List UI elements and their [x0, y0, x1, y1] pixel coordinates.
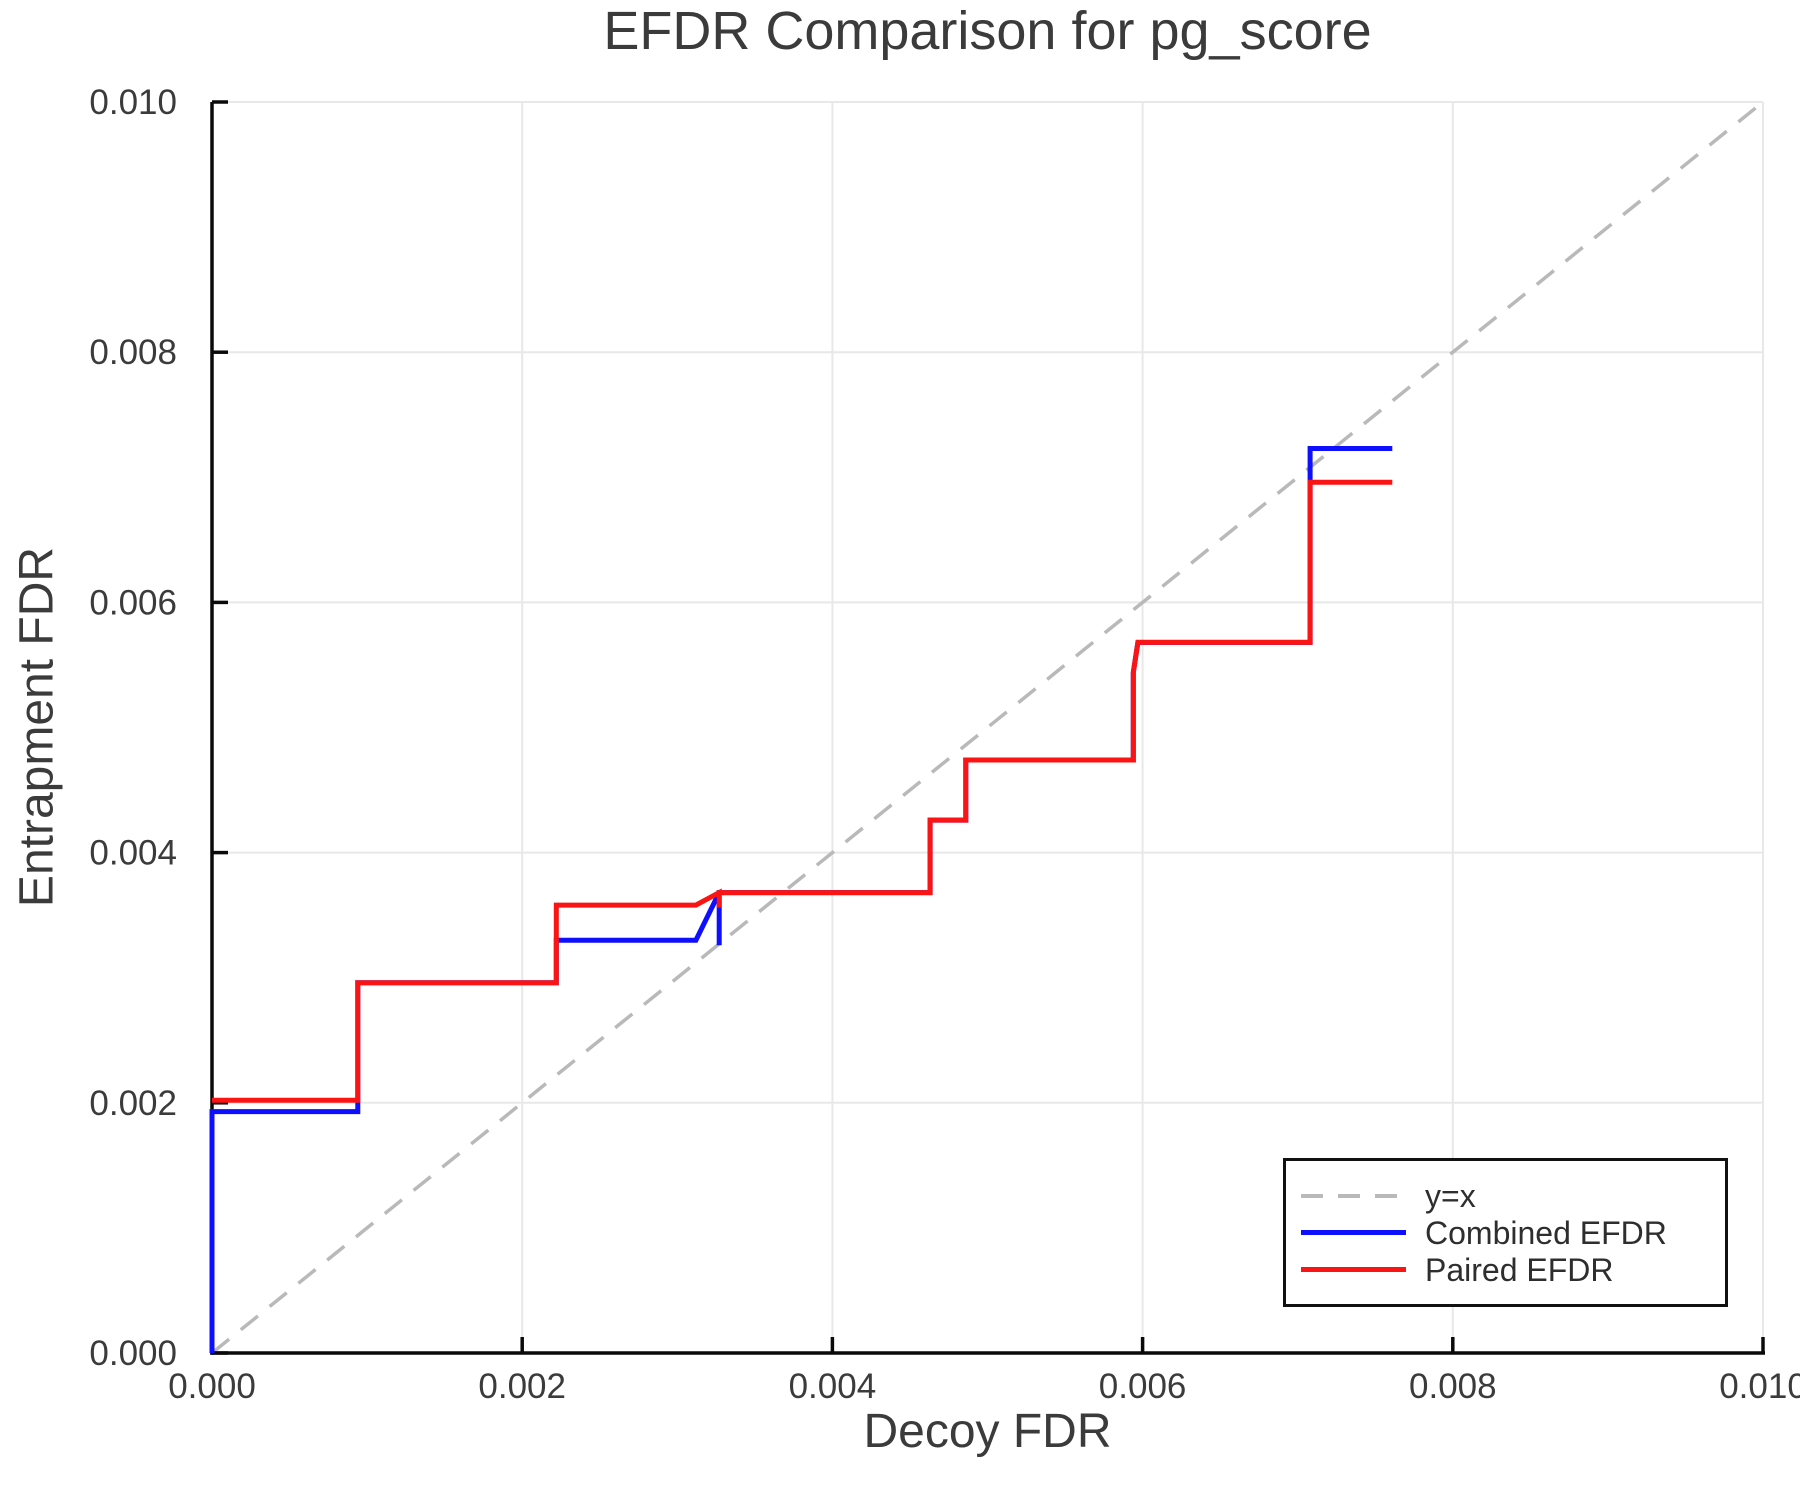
legend-item-combined-efdr: Combined EFDR — [1301, 1214, 1725, 1251]
x-tick-label-0.000: 0.000 — [168, 1367, 256, 1406]
legend-label-paired-efdr: Paired EFDR — [1425, 1251, 1614, 1288]
y-tick-label-0.008: 0.008 — [89, 333, 177, 372]
chart-title: EFDR Comparison for pg_score — [603, 1, 1372, 61]
legend-item-paired-efdr: Paired EFDR — [1301, 1251, 1725, 1288]
x-axis-label: Decoy FDR — [863, 1405, 1112, 1458]
identity-line-sample — [1301, 1193, 1406, 1198]
y-axis-label: Entrapment FDR — [10, 546, 64, 908]
legend: y=x Combined EFDR Paired EFDR — [1283, 1158, 1728, 1307]
legend-label-combined-efdr: Combined EFDR — [1425, 1214, 1667, 1251]
combined-efdr-line-sample — [1301, 1230, 1406, 1235]
y-tick-label-0.004: 0.004 — [89, 834, 177, 873]
legend-item-identity: y=x — [1301, 1177, 1725, 1214]
paired-efdr-line-sample — [1301, 1267, 1406, 1272]
paired-efdr-line — [212, 479, 1393, 1103]
x-tick-label-0.006: 0.006 — [1099, 1367, 1187, 1406]
x-tick-label-0.002: 0.002 — [478, 1367, 566, 1406]
y-tick-label-0.000: 0.000 — [89, 1334, 177, 1373]
y-tick-label-0.002: 0.002 — [89, 1084, 177, 1123]
x-tick-label-0.008: 0.008 — [1409, 1367, 1497, 1406]
x-tick-label-0.010: 0.010 — [1719, 1367, 1800, 1406]
y-tick-label-0.006: 0.006 — [89, 583, 177, 622]
legend-label-identity: y=x — [1425, 1177, 1476, 1214]
y-tick-label-0.010: 0.010 — [89, 83, 177, 122]
combined-efdr-line — [209, 446, 1393, 1353]
x-tick-label-0.004: 0.004 — [789, 1367, 877, 1406]
